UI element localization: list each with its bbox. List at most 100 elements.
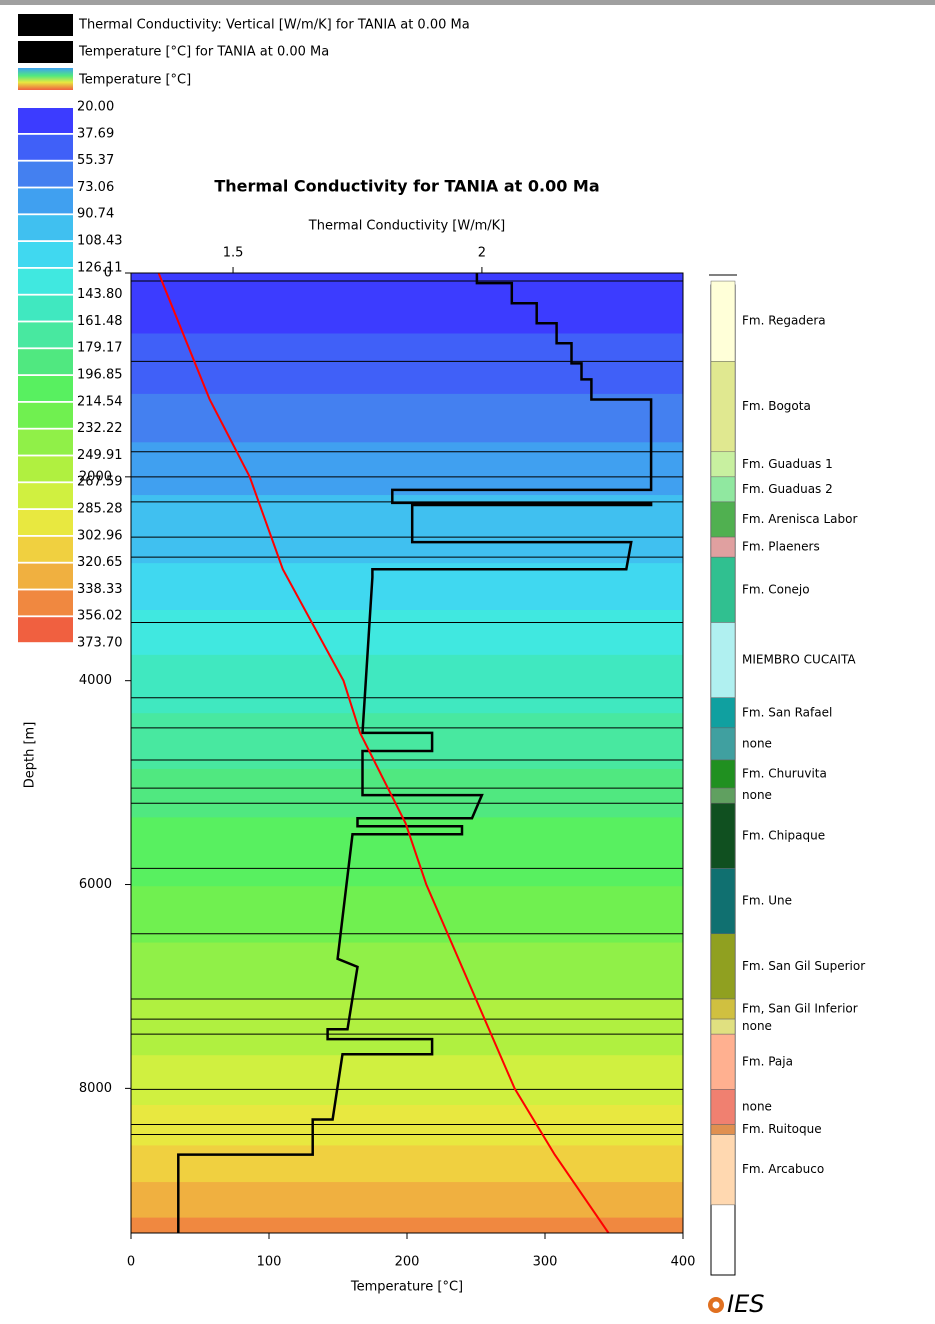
formation — [711, 868, 735, 933]
y-tick-label: 8000 — [79, 1081, 112, 1096]
scale-label: 356.02 — [77, 609, 123, 624]
scale-label: 320.65 — [77, 555, 123, 570]
temperature-band — [131, 1055, 683, 1105]
formation-label: Fm. San Rafael — [742, 705, 832, 719]
formation — [711, 803, 735, 868]
temperature-band — [131, 886, 683, 943]
temperature-band — [131, 1105, 683, 1146]
formation-label: Fm. Chipaque — [742, 828, 825, 842]
x-tick-label: 200 — [395, 1255, 420, 1270]
scale-label: 196.85 — [77, 368, 123, 383]
scale-label: 214.54 — [77, 394, 123, 409]
formation-label: Fm. Ruitoque — [742, 1122, 822, 1136]
formation — [711, 537, 735, 557]
scale-swatch — [18, 242, 73, 267]
y-tick-label: 4000 — [79, 673, 112, 688]
legend-swatch — [18, 41, 73, 63]
scale-label: 302.96 — [77, 528, 123, 543]
formation-label: Fm. Bogota — [742, 399, 811, 413]
scale-label: 161.48 — [77, 314, 123, 329]
x2-axis-label: Thermal Conductivity [W/m/K] — [308, 219, 505, 234]
scale-swatch — [18, 269, 73, 294]
scale-label: 249.91 — [77, 448, 123, 463]
formation-label: Fm. Plaeners — [742, 540, 820, 554]
scale-swatch — [18, 510, 73, 535]
temperature-band — [131, 943, 683, 1000]
scale-label: 55.37 — [77, 153, 114, 168]
scale-swatch — [18, 617, 73, 642]
x-tick-label: 100 — [257, 1255, 282, 1270]
temperature-band — [131, 713, 683, 769]
x-tick-label: 400 — [671, 1255, 696, 1270]
formation — [711, 1034, 735, 1089]
formation-label: Fm. Regadera — [742, 314, 826, 328]
formation — [711, 281, 735, 361]
chart-title: Thermal Conductivity for TANIA at 0.00 M… — [214, 177, 599, 196]
formation — [711, 1135, 735, 1205]
x-tick-label: 0 — [127, 1255, 135, 1270]
temperature-band — [131, 1145, 683, 1182]
formation-label: MIEMBRO CUCAITA — [742, 653, 856, 667]
formation — [711, 557, 735, 622]
scale-swatch — [18, 564, 73, 589]
y-tick-label: 0 — [104, 266, 112, 281]
formation — [711, 760, 735, 788]
scale-swatch — [18, 322, 73, 347]
logo-icon-center — [713, 1302, 720, 1309]
y-axis-label: Depth [m] — [23, 722, 38, 789]
scale-swatch — [18, 162, 73, 187]
formation — [711, 452, 735, 477]
temperature-band — [131, 769, 683, 818]
scale-swatch — [18, 135, 73, 160]
formation — [711, 1019, 735, 1034]
formation-label: Fm. Churuvita — [742, 767, 827, 781]
y-tick-label: 2000 — [79, 469, 112, 484]
temperature-band — [131, 1182, 683, 1218]
formation-label: Fm. Paja — [742, 1054, 793, 1068]
formation-label: Fm. Arcabuco — [742, 1162, 824, 1176]
formation-label: Fm. San Gil Superior — [742, 959, 865, 973]
formation — [711, 728, 735, 760]
formation-label: Fm, San Gil Inferior — [742, 1002, 858, 1016]
scale-label: 37.69 — [77, 126, 114, 141]
temperature-band — [131, 333, 683, 394]
scale-label: 285.28 — [77, 502, 123, 517]
formation — [711, 788, 735, 803]
temperature-band — [131, 655, 683, 714]
scale-label: 73.06 — [77, 180, 114, 195]
scale-label: 338.33 — [77, 582, 123, 597]
x-tick-label: 300 — [533, 1255, 558, 1270]
scale-swatch — [18, 296, 73, 321]
scale-label: 232.22 — [77, 421, 123, 436]
scale-swatch — [18, 590, 73, 615]
formation — [711, 1125, 735, 1135]
scale-swatch — [18, 215, 73, 240]
scale-swatch — [18, 483, 73, 508]
formation — [711, 477, 735, 502]
scale-label: 20.00 — [77, 100, 114, 115]
scale-swatch — [18, 403, 73, 428]
logo: IES — [708, 1290, 764, 1318]
temperature-band — [131, 273, 683, 334]
scale-label: 373.70 — [77, 636, 123, 651]
x2-tick-label: 1.5 — [223, 246, 244, 261]
formation — [711, 502, 735, 537]
formation — [711, 361, 735, 451]
y-tick-label: 6000 — [79, 877, 112, 892]
legend-swatch — [18, 14, 73, 36]
scale-legend-swatch — [18, 68, 73, 90]
formation — [711, 698, 735, 728]
formation — [711, 622, 735, 697]
formation — [711, 934, 735, 999]
x-axis-label: Temperature [°C] — [350, 1280, 463, 1295]
formation-label: none — [742, 736, 772, 750]
x2-tick-label: 2 — [478, 246, 486, 261]
temperature-band — [131, 394, 683, 443]
scale-label: 90.74 — [77, 207, 114, 222]
formation-label: none — [742, 788, 772, 802]
scale-swatch — [18, 456, 73, 481]
scale-swatch — [18, 537, 73, 562]
formation — [711, 999, 735, 1019]
scale-swatch — [18, 376, 73, 401]
